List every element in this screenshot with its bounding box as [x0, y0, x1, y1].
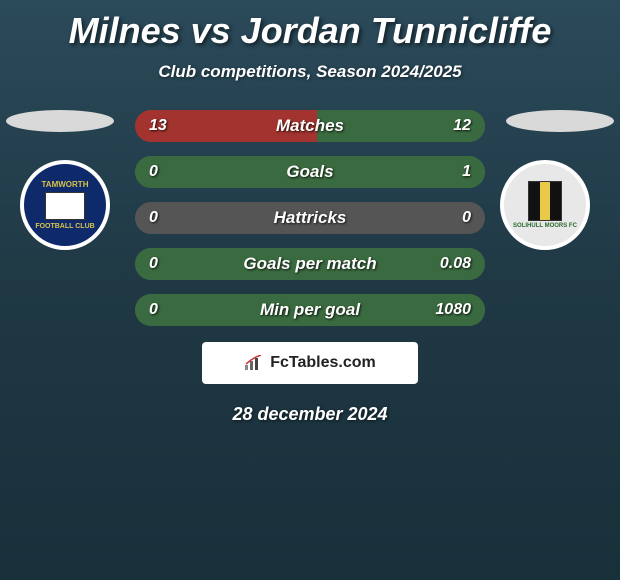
stat-value-right: 0 — [462, 209, 471, 227]
brand-badge: FcTables.com — [202, 342, 418, 384]
stat-value-right: 1080 — [435, 301, 471, 319]
stat-value-right: 1 — [462, 163, 471, 181]
subtitle: Club competitions, Season 2024/2025 — [0, 62, 620, 82]
stat-label: Hattricks — [274, 208, 347, 228]
stat-value-left: 0 — [149, 163, 158, 181]
date-text: 28 december 2024 — [0, 404, 620, 425]
stat-row: 13 Matches 12 — [135, 110, 485, 142]
comparison-area: TAMWORTH FOOTBALL CLUB SOLIHULL MOORS FC… — [0, 110, 620, 326]
crest-left-label-top: TAMWORTH — [42, 180, 89, 189]
chart-icon — [244, 355, 264, 371]
stat-value-left: 0 — [149, 255, 158, 273]
stat-value-left: 0 — [149, 209, 158, 227]
stat-row: 0 Min per goal 1080 — [135, 294, 485, 326]
stat-row: 0 Goals per match 0.08 — [135, 248, 485, 280]
stat-label: Goals — [286, 162, 333, 182]
crest-left-label-bot: FOOTBALL CLUB — [35, 223, 94, 230]
stat-value-right: 12 — [453, 117, 471, 135]
shadow-ellipse-right — [506, 110, 614, 132]
stat-row: 0 Hattricks 0 — [135, 202, 485, 234]
team-crest-right: SOLIHULL MOORS FC — [500, 160, 600, 260]
stat-row: 0 Goals 1 — [135, 156, 485, 188]
brand-text: FcTables.com — [270, 354, 376, 372]
crest-right-label-bot: SOLIHULL MOORS FC — [513, 223, 577, 229]
stat-label: Min per goal — [260, 300, 360, 320]
stat-label: Matches — [276, 116, 344, 136]
team-crest-left: TAMWORTH FOOTBALL CLUB — [20, 160, 120, 260]
stat-label: Goals per match — [243, 254, 376, 274]
stat-value-right: 0.08 — [440, 255, 471, 273]
stat-rows: 13 Matches 12 0 Goals 1 0 Hattricks 0 0 Goals per … — [135, 110, 485, 326]
shadow-ellipse-left — [6, 110, 114, 132]
stat-value-left: 13 — [149, 117, 167, 135]
stat-value-left: 0 — [149, 301, 158, 319]
page-title: Milnes vs Jordan Tunnicliffe — [0, 0, 620, 52]
